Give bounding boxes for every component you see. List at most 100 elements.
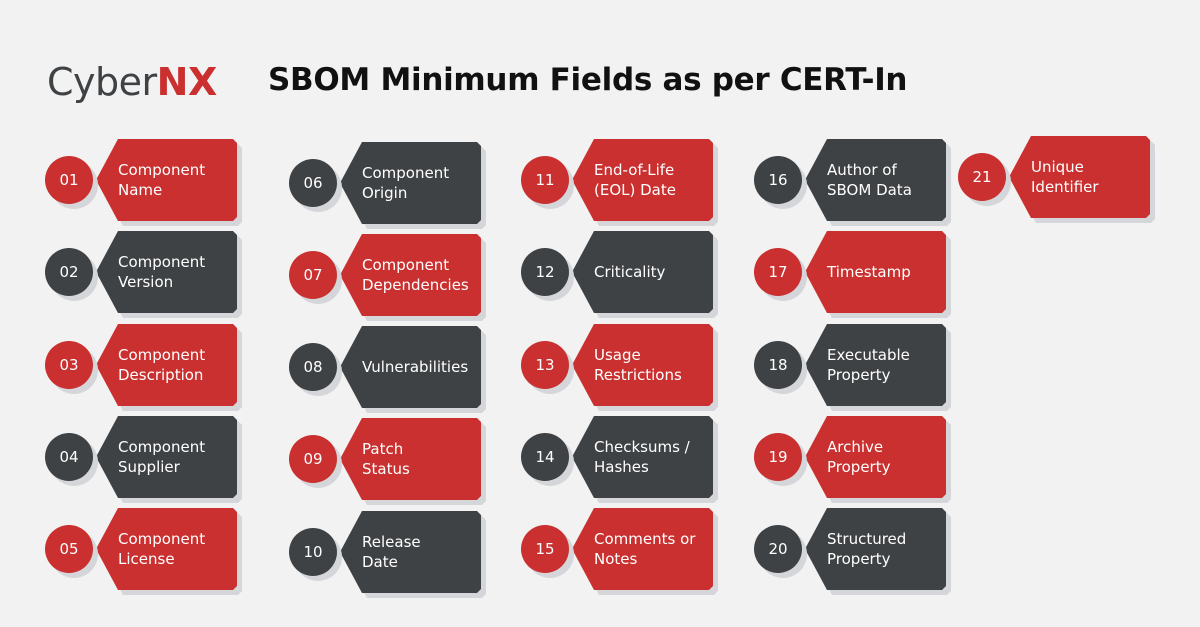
number-badge: 09 bbox=[289, 435, 337, 483]
tag-body bbox=[805, 416, 946, 498]
field-label: Vulnerabilities bbox=[362, 358, 469, 376]
field-item: 18 Executable Property bbox=[754, 324, 951, 411]
number-badge: 15 bbox=[521, 525, 569, 573]
tag-body bbox=[340, 511, 481, 593]
tag-shape bbox=[805, 324, 951, 411]
tag-body bbox=[572, 508, 713, 590]
tag-shape bbox=[340, 234, 486, 321]
field-label: Criticality bbox=[594, 263, 666, 281]
tag-shape bbox=[572, 139, 718, 226]
field-item: 10 Release Date bbox=[289, 511, 486, 598]
field-item: 01 Component Name bbox=[45, 139, 242, 226]
logo-text-nx: NX bbox=[156, 60, 218, 104]
field-label: Structured Property bbox=[827, 530, 907, 568]
number-badge: 12 bbox=[521, 248, 569, 296]
tag-shape bbox=[340, 326, 486, 413]
tag-shape bbox=[805, 416, 951, 503]
number-badge: 10 bbox=[289, 528, 337, 576]
field-item: 05 Component License bbox=[45, 508, 242, 595]
tag-shape bbox=[340, 418, 486, 505]
number-badge: 02 bbox=[45, 248, 93, 296]
number-badge: 03 bbox=[45, 341, 93, 389]
field-label: Component Name bbox=[118, 161, 206, 199]
field-item: 21 Unique Identifier bbox=[958, 136, 1155, 223]
tag-shape bbox=[340, 511, 486, 598]
tag-body bbox=[572, 231, 713, 313]
tag-body bbox=[340, 418, 481, 500]
field-label: Unique Identifier bbox=[1031, 158, 1099, 196]
field-label: End-of-Life (EOL) Date bbox=[594, 161, 676, 199]
tag-shape bbox=[96, 416, 242, 503]
field-item: 20 Structured Property bbox=[754, 508, 951, 595]
field-label: Component Supplier bbox=[118, 438, 206, 476]
field-label: Author of SBOM Data bbox=[827, 161, 912, 199]
tag-body bbox=[805, 508, 946, 590]
field-label: Timestamp bbox=[827, 263, 911, 281]
field-label: Component Origin bbox=[362, 164, 450, 202]
tag-body bbox=[96, 139, 237, 221]
number-badge: 11 bbox=[521, 156, 569, 204]
tag-body bbox=[96, 231, 237, 313]
tag-shape bbox=[340, 142, 486, 229]
number-badge: 21 bbox=[958, 153, 1006, 201]
tag-body bbox=[340, 234, 481, 316]
cybernx-logo: CyberNX bbox=[47, 60, 217, 104]
field-item: 17 Timestamp bbox=[754, 231, 951, 318]
tag-body bbox=[96, 416, 237, 498]
field-label: Checksums / Hashes bbox=[594, 438, 690, 476]
tag-body bbox=[96, 508, 237, 590]
tag-body bbox=[572, 139, 713, 221]
tag-body bbox=[805, 139, 946, 221]
field-label: Comments or Notes bbox=[594, 530, 696, 568]
number-badge: 01 bbox=[45, 156, 93, 204]
number-badge: 14 bbox=[521, 433, 569, 481]
tag-shape bbox=[572, 508, 718, 595]
tag-body bbox=[572, 324, 713, 406]
tag-body bbox=[805, 324, 946, 406]
number-badge: 05 bbox=[45, 525, 93, 573]
tag-shape bbox=[1009, 136, 1155, 223]
tag-shape bbox=[572, 324, 718, 411]
field-label: Component Description bbox=[118, 346, 206, 384]
field-item: 12 Criticality bbox=[521, 231, 718, 318]
number-badge: 06 bbox=[289, 159, 337, 207]
field-item: 08 Vulnerabilities bbox=[289, 326, 486, 413]
tag-body bbox=[1009, 136, 1150, 218]
number-badge: 08 bbox=[289, 343, 337, 391]
field-item: 16 Author of SBOM Data bbox=[754, 139, 951, 226]
tag-shape bbox=[96, 231, 242, 318]
number-badge: 13 bbox=[521, 341, 569, 389]
number-badge: 07 bbox=[289, 251, 337, 299]
tag-body bbox=[340, 326, 481, 408]
field-item: 09 Patch Status bbox=[289, 418, 486, 505]
tag-shape bbox=[96, 139, 242, 226]
field-item: 14 Checksums / Hashes bbox=[521, 416, 718, 503]
field-label: Archive Property bbox=[827, 438, 891, 476]
field-item: 07 Component Dependencies bbox=[289, 234, 486, 321]
tag-shape bbox=[96, 508, 242, 595]
tag-shape bbox=[805, 139, 951, 226]
tag-body bbox=[572, 416, 713, 498]
tag-shape bbox=[805, 231, 951, 318]
tag-body bbox=[96, 324, 237, 406]
field-label: Patch Status bbox=[362, 440, 410, 478]
field-item: 11 End-of-Life (EOL) Date bbox=[521, 139, 718, 226]
tag-shape bbox=[572, 416, 718, 503]
number-badge: 18 bbox=[754, 341, 802, 389]
field-item: 19 Archive Property bbox=[754, 416, 951, 503]
field-item: 03 Component Description bbox=[45, 324, 242, 411]
field-label: Component Dependencies bbox=[362, 256, 469, 294]
tag-shape bbox=[96, 324, 242, 411]
number-badge: 17 bbox=[754, 248, 802, 296]
number-badge: 20 bbox=[754, 525, 802, 573]
number-badge: 16 bbox=[754, 156, 802, 204]
field-item: 15 Comments or Notes bbox=[521, 508, 718, 595]
field-label: Component Version bbox=[118, 253, 206, 291]
field-label: Executable Property bbox=[827, 346, 910, 384]
tag-shape bbox=[805, 508, 951, 595]
field-item: 02 Component Version bbox=[45, 231, 242, 318]
number-badge: 19 bbox=[754, 433, 802, 481]
page-title: SBOM Minimum Fields as per CERT-In bbox=[268, 62, 908, 98]
tag-body bbox=[805, 231, 946, 313]
